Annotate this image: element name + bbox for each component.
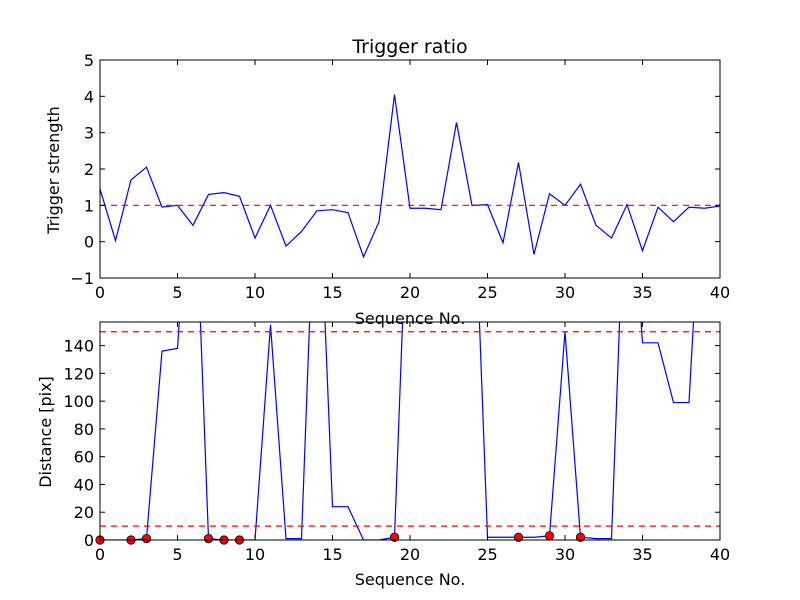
x-tick-label: 30 (555, 283, 575, 302)
x-axis-label: Sequence No. (355, 309, 466, 328)
y-tick-label: 2 (84, 160, 94, 179)
x-tick-label: 10 (245, 283, 265, 302)
y-axis-label: Distance [pix] (36, 376, 55, 488)
x-tick-label: 20 (400, 545, 420, 564)
y-tick-label: 3 (84, 124, 94, 143)
clipped-data (100, 322, 720, 540)
x-tick-label: 30 (555, 545, 575, 564)
y-tick-label: −1 (70, 269, 94, 288)
series-line (100, 94, 720, 259)
y-tick-label: 40 (74, 475, 94, 494)
y-axis-label: Trigger strength (44, 106, 63, 235)
x-tick-label: 35 (632, 283, 652, 302)
x-tick-label: 15 (322, 545, 342, 564)
chart-title: Trigger ratio (351, 36, 467, 58)
x-tick-label: 0 (95, 545, 105, 564)
y-tick-label: 140 (63, 337, 94, 356)
data-point-marker (544, 531, 555, 541)
y-tick-label: 0 (84, 233, 94, 252)
x-tick-label: 5 (172, 545, 182, 564)
distance-chart: 0 5 10 15 20 25 30 35 40 0 20 40 60 80 100 120 140 Seque… (36, 321, 730, 589)
x-tick-label: 10 (245, 545, 265, 564)
y-tick-label: 5 (84, 51, 94, 70)
x-tick-label: 0 (95, 283, 105, 302)
x-tick-label: 40 (710, 283, 730, 302)
y-tick-label: 4 (84, 87, 94, 106)
x-tick-label: 5 (172, 283, 182, 302)
y-tick-label: 60 (74, 448, 94, 467)
x-tick-label: 40 (710, 545, 730, 564)
y-tick-label: 120 (63, 364, 94, 383)
data-point-marker (575, 532, 586, 542)
data-point-marker (389, 532, 400, 542)
x-tick-label: 25 (477, 283, 497, 302)
clipped-data (100, 94, 720, 259)
y-tick-label: 0 (84, 531, 94, 550)
data-point-marker (203, 534, 214, 544)
trigger-plot-area (100, 94, 720, 259)
data-point-marker (513, 532, 524, 542)
x-tick-label: 20 (400, 283, 420, 302)
y-tick-label: 100 (63, 392, 94, 411)
distance-plot-area (95, 322, 720, 545)
y-tick-label: 20 (74, 503, 94, 522)
x-tick-label: 15 (322, 283, 342, 302)
y-tick-label: 1 (84, 196, 94, 215)
x-tick-label: 25 (477, 545, 497, 564)
distance-ticks: 0 5 10 15 20 25 30 35 40 0 20 40 60 80 100 120 140 (63, 322, 730, 564)
series-line (100, 322, 695, 540)
x-tick-label: 35 (632, 545, 652, 564)
x-axis-label: Sequence No. (355, 570, 466, 589)
data-point-marker (141, 534, 152, 544)
y-tick-label: 80 (74, 420, 94, 439)
